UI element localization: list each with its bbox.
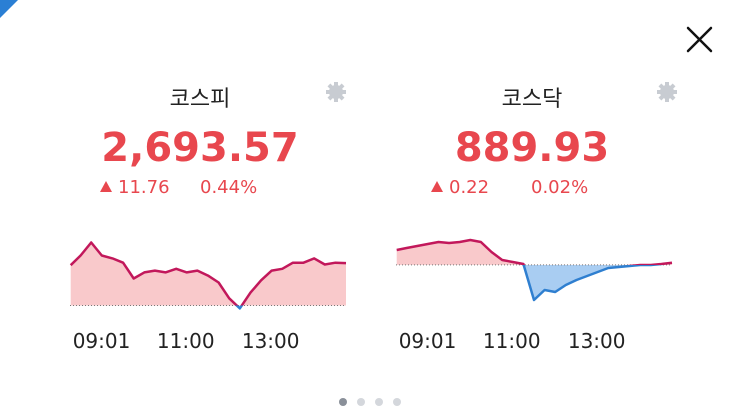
- index-name: 코스닥: [502, 87, 563, 112]
- up-triangle: [100, 181, 112, 192]
- corner-accent: [0, 0, 18, 18]
- up-triangle: [431, 181, 443, 192]
- page-dot[interactable]: [393, 398, 401, 406]
- index-price: 889.93: [455, 125, 609, 171]
- settings-icon[interactable]: [657, 82, 677, 102]
- page-dot[interactable]: [375, 398, 383, 406]
- index-name: 코스피: [170, 87, 231, 112]
- x-tick-label: 09:01: [399, 329, 457, 353]
- area: [70, 242, 346, 309]
- x-tick-label: 11:00: [157, 329, 215, 353]
- page-dot[interactable]: [357, 398, 365, 406]
- price-line: [69, 241, 347, 310]
- price-line: [396, 238, 673, 302]
- index-price: 2,693.57: [101, 125, 298, 171]
- page-dot[interactable]: [339, 398, 347, 406]
- pagination: [339, 398, 401, 406]
- x-tick-label: 09:01: [73, 329, 131, 353]
- close-button[interactable]: [686, 26, 713, 53]
- x-tick-label: 13:00: [242, 329, 300, 353]
- change-value: 11.76: [118, 177, 170, 198]
- change-percent: 0.02%: [531, 177, 588, 198]
- area: [396, 240, 672, 300]
- x-tick-label: 13:00: [568, 329, 626, 353]
- settings-icon[interactable]: [326, 82, 346, 102]
- x-tick-label: 11:00: [483, 329, 541, 353]
- change-value: 0.22: [449, 177, 489, 198]
- change-percent: 0.44%: [200, 177, 257, 198]
